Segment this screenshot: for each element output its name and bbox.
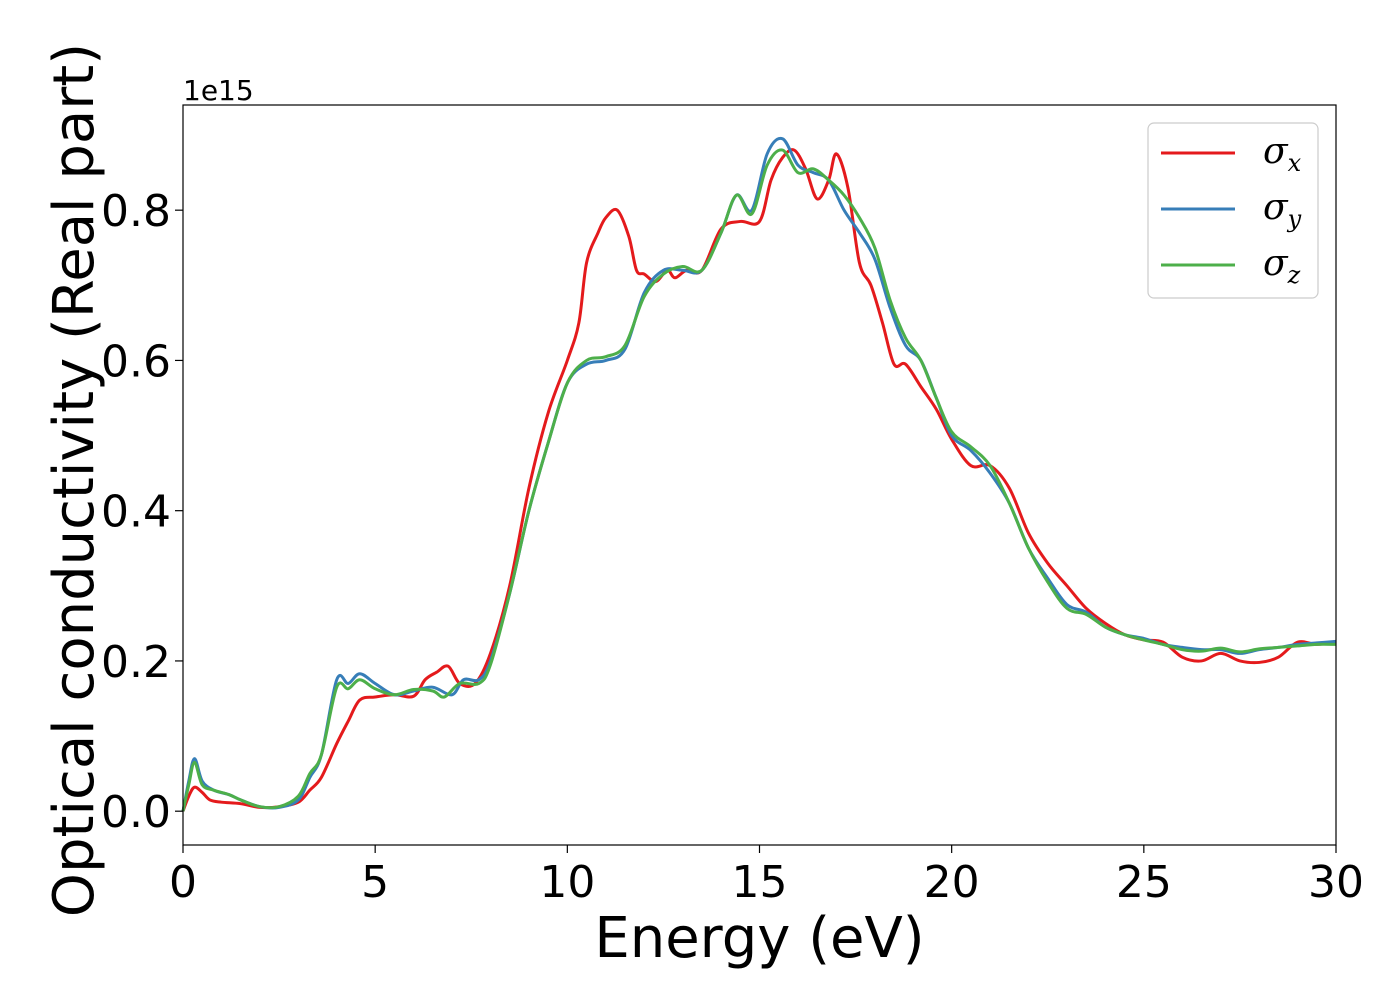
- y-tick-label: 0.6: [101, 336, 171, 387]
- x-axis: 0 5 10 15 20 25 30: [169, 845, 1364, 908]
- x-axis-title: Energy (eV): [594, 906, 924, 971]
- x-tick-label: 30: [1308, 857, 1364, 908]
- y-tick-label: 0.4: [101, 487, 171, 538]
- x-tick-label: 5: [361, 857, 389, 908]
- y-offset-label: 1e15: [183, 74, 254, 107]
- series-line-z: [181, 148, 1337, 812]
- x-tick-label: 0: [169, 857, 197, 908]
- x-tick-label: 25: [1116, 857, 1172, 908]
- x-tick-label: 15: [732, 857, 788, 908]
- x-tick-label: 20: [924, 857, 980, 908]
- x-tick-label: 10: [539, 857, 595, 908]
- legend-label-z: σz: [1263, 243, 1301, 289]
- y-tick-label: 0.2: [101, 637, 171, 688]
- y-tick-label: 0.8: [101, 186, 171, 237]
- y-axis: 0.0 0.2 0.4 0.6 0.8: [101, 186, 183, 838]
- legend-label-x: σx: [1263, 131, 1302, 177]
- series-layer: [181, 136, 1337, 812]
- y-tick-label: 0.0: [101, 787, 171, 838]
- legend: σx σy σz: [1147, 122, 1319, 299]
- y-axis-title: Optical conductivity (Real part): [42, 43, 107, 917]
- legend-label-y: σy: [1263, 187, 1302, 233]
